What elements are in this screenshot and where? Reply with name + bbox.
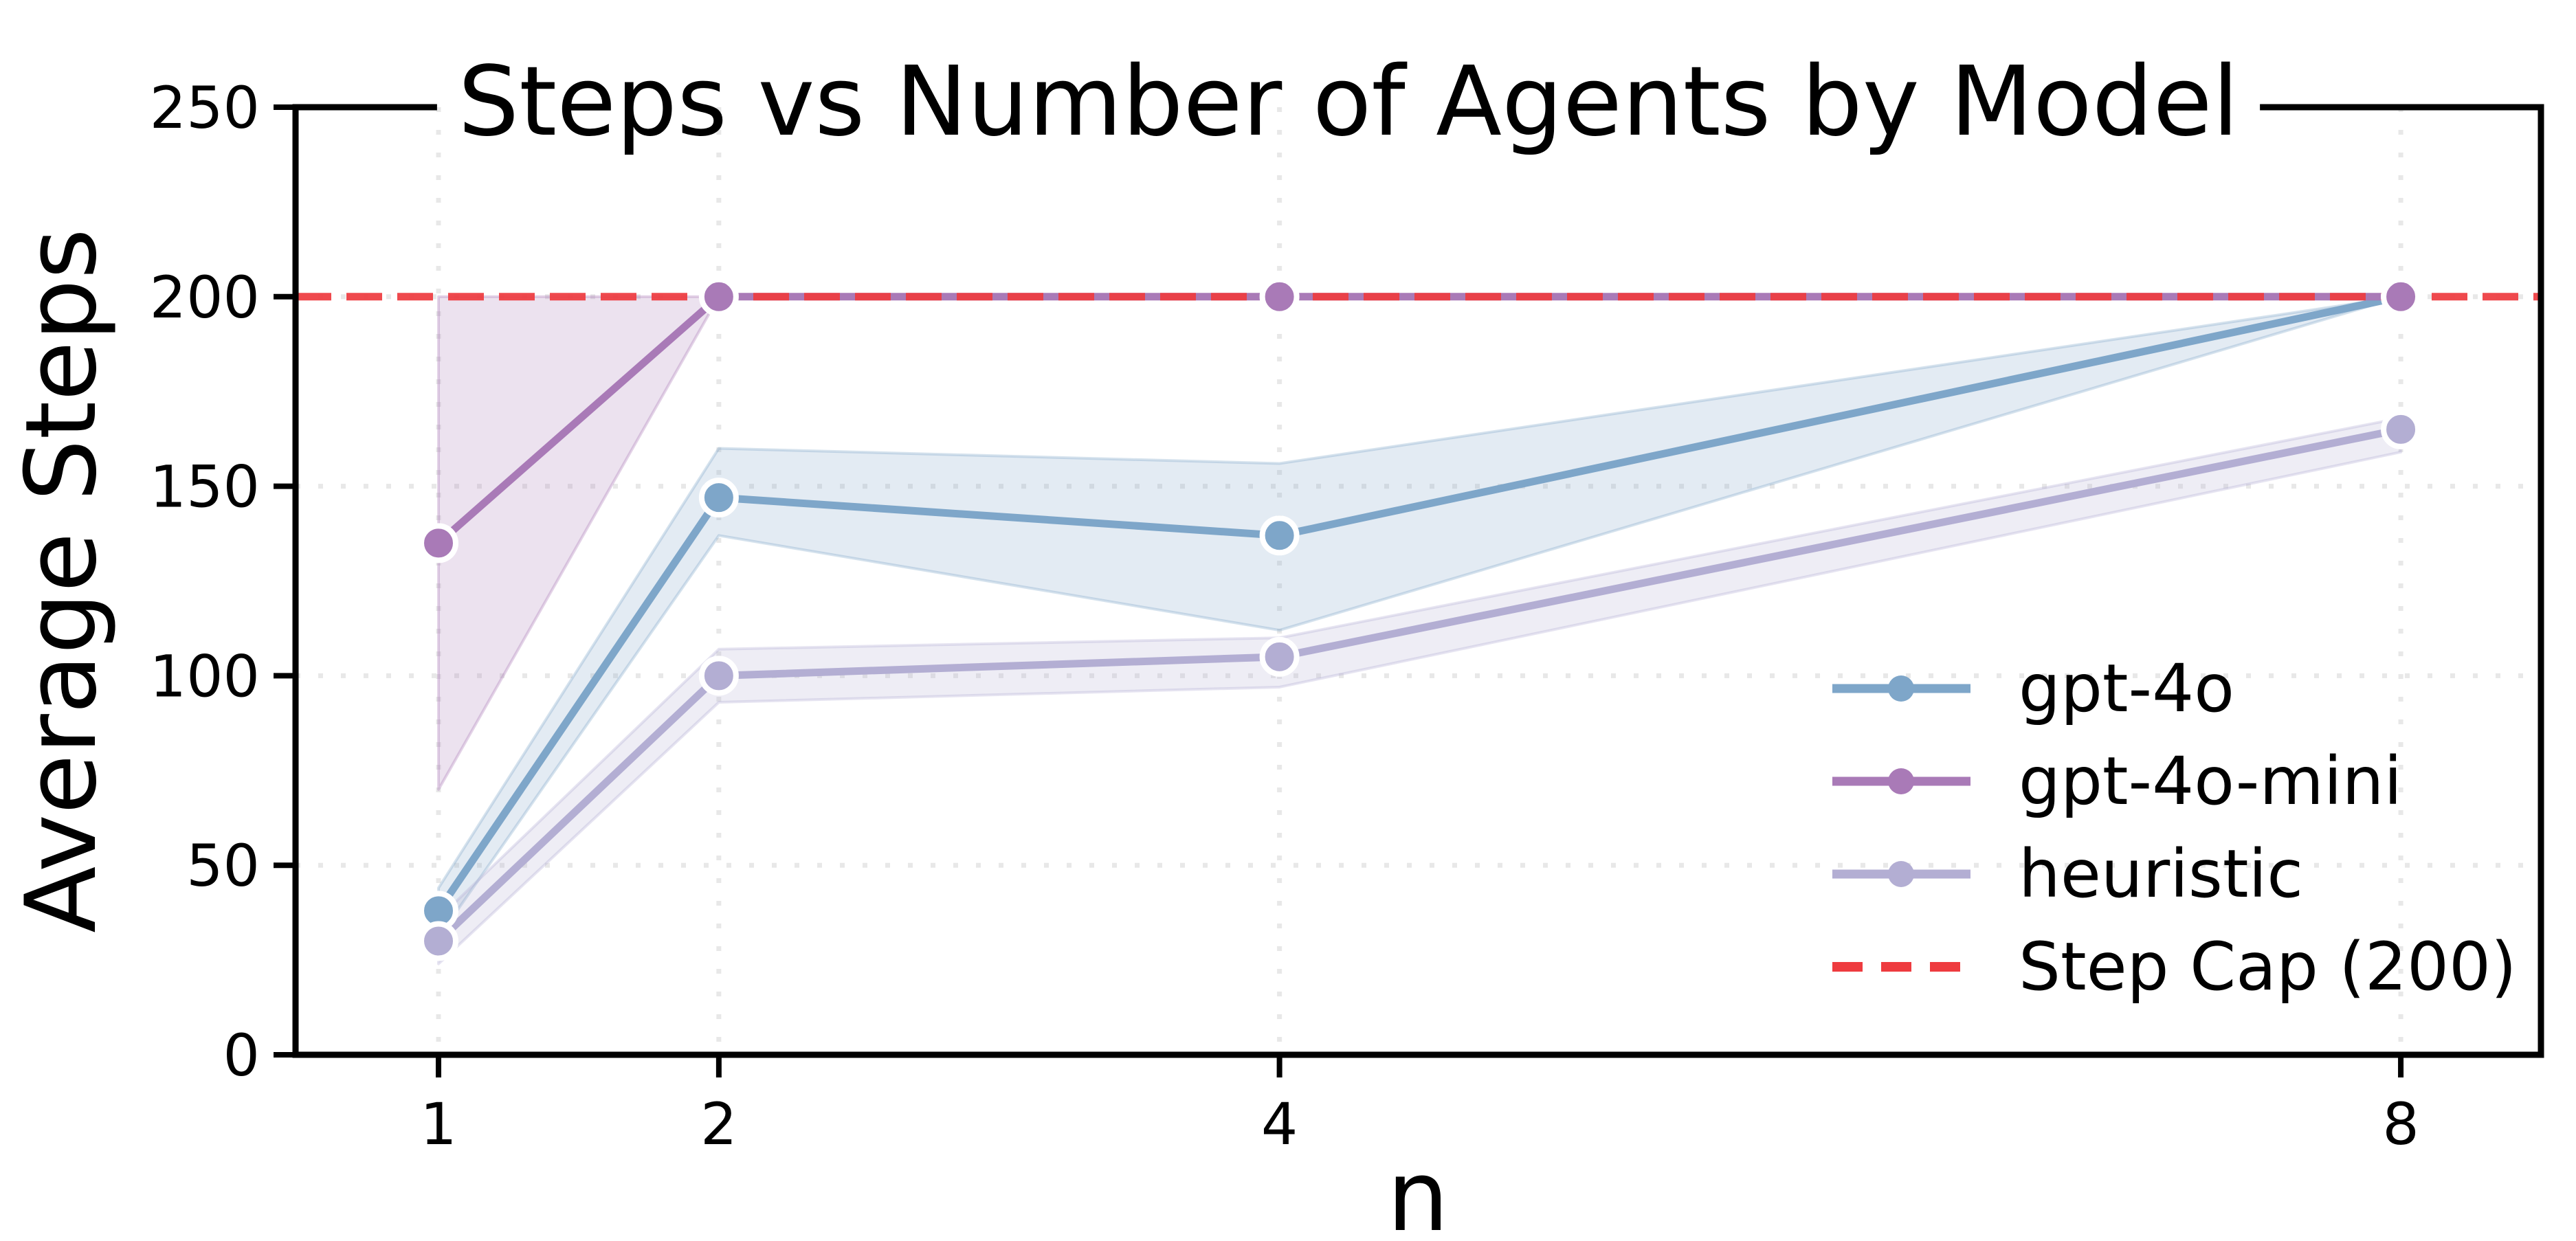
heuristic-marker [698,656,739,696]
x-tick-label: 4 [1261,1091,1298,1158]
legend-item-step-cap: Step Cap (200) [1832,928,2517,1005]
legend-label: gpt-4o [2019,650,2234,727]
gpt-4o-mini-marker [1259,276,1300,317]
heuristic-confidence-band [437,416,2403,965]
chart-title: Steps vs Number of Agents by Model [458,46,2239,158]
x-axis-label: n [1387,1140,1449,1241]
gpt-4o-mini-marker [698,276,739,317]
heuristic-marker [1259,636,1300,677]
gpt-4o-marker [698,478,739,518]
y-tick-label: 100 [150,642,260,710]
heuristic-legend-marker [1888,861,1914,887]
x-tick-label: 2 [700,1091,737,1158]
legend-item-gpt-4o: gpt-4o [1832,650,2234,727]
gpt-4o-legend-marker [1888,675,1914,702]
legend-label: Step Cap (200) [2019,928,2517,1005]
gpt-4o-line [434,293,2405,915]
legend: gpt-4o gpt-4o-mini heuristic Step Cap (200) [1832,650,2517,1005]
y-tick-label: 0 [223,1022,260,1089]
y-tick-label: 250 [150,74,260,142]
y-axis-label: Average Steps [5,228,118,933]
legend-label: heuristic [2019,836,2303,913]
gpt-4o-confidence-band [437,295,2403,939]
legend-item-heuristic: heuristic [1832,836,2303,913]
heuristic-line [434,425,2405,946]
heuristic-marker [2381,409,2421,449]
data-point-markers [419,276,2421,961]
gpt-4o-mini-marker [2381,276,2421,317]
y-tick-label: 50 [186,832,260,899]
heuristic-marker [419,921,459,961]
y-axis-label-group: Average Steps [5,228,118,933]
y-tick-label: 200 [150,264,260,331]
gpt-4o-mini-legend-marker [1888,768,1914,794]
x-tick-label: 8 [2382,1091,2419,1158]
legend-label: gpt-4o-mini [2019,743,2402,820]
legend-item-gpt-4o-mini: gpt-4o-mini [1832,743,2402,820]
axes-spines-and-ticks [274,104,2544,1077]
y-tick-label: 150 [150,454,260,521]
x-tick-label: 1 [420,1091,456,1158]
gpt-4o-mini-marker [419,523,459,563]
gpt-4o-marker [1259,515,1300,556]
tick-labels: 0 50 100 150 200 250 1 2 4 8 [150,74,2419,1158]
